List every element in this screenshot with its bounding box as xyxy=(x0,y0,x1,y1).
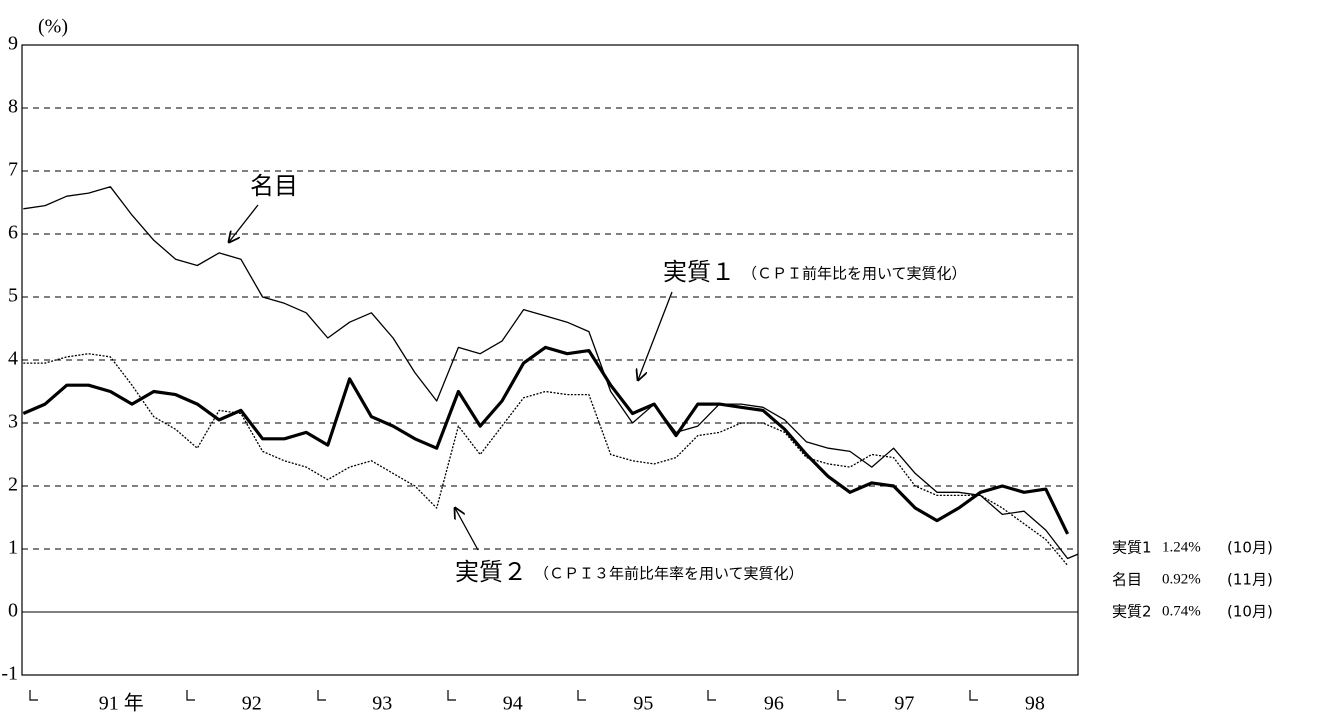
y-tick-label: -1 xyxy=(1,663,18,685)
x-tick-label: 95 xyxy=(633,693,653,715)
y-tick-label: 1 xyxy=(8,537,18,559)
y-tick-label: 4 xyxy=(8,348,18,370)
series-line xyxy=(22,345,1070,535)
annotation-label: 名目 xyxy=(250,172,298,200)
series-line xyxy=(23,353,1069,566)
x-tick-label: 97 xyxy=(894,693,914,715)
y-unit: (%) xyxy=(38,16,68,38)
annotation-note: （ＣＰＩ３年前比年率を用いて実質化） xyxy=(534,565,804,583)
x-tick-label: 92 xyxy=(242,693,262,715)
end-label-value: 0.74% xyxy=(1162,603,1201,619)
end-label-name: 実質2 xyxy=(1112,603,1152,621)
y-tick-label: 9 xyxy=(8,33,18,55)
y-tick-label: 7 xyxy=(8,159,18,181)
x-tick-label: 93 xyxy=(372,693,392,715)
x-tick-label: 91 年 xyxy=(99,692,144,715)
y-tick-label: 6 xyxy=(8,222,18,244)
x-tick-label: 94 xyxy=(503,693,523,715)
end-label-name: 名目 xyxy=(1112,571,1142,589)
y-tick-label: 2 xyxy=(8,474,18,496)
y-tick-label: 3 xyxy=(8,411,18,433)
annotation-label: 実質１ xyxy=(663,258,735,286)
x-tick-label: 98 xyxy=(1025,693,1045,715)
end-label-name: 実質1 xyxy=(1112,539,1152,557)
y-tick-label: 0 xyxy=(8,600,18,622)
end-label-value: 1.24% xyxy=(1162,539,1201,555)
end-label-value: 0.92% xyxy=(1162,571,1201,587)
x-tick-label: 96 xyxy=(764,693,784,715)
end-label-note: (10月) xyxy=(1227,539,1273,557)
y-tick-label: 8 xyxy=(8,96,18,118)
year-markers xyxy=(29,690,978,701)
annotation-note: （ＣＰＩ前年比を用いて実質化） xyxy=(742,265,967,283)
arrows xyxy=(229,204,673,551)
end-label-note: (10月) xyxy=(1227,603,1273,621)
series-line xyxy=(23,186,1079,560)
annotation-label: 実質２ xyxy=(455,558,527,586)
end-label-note: (11月) xyxy=(1227,571,1273,589)
y-tick-label: 5 xyxy=(8,285,18,307)
